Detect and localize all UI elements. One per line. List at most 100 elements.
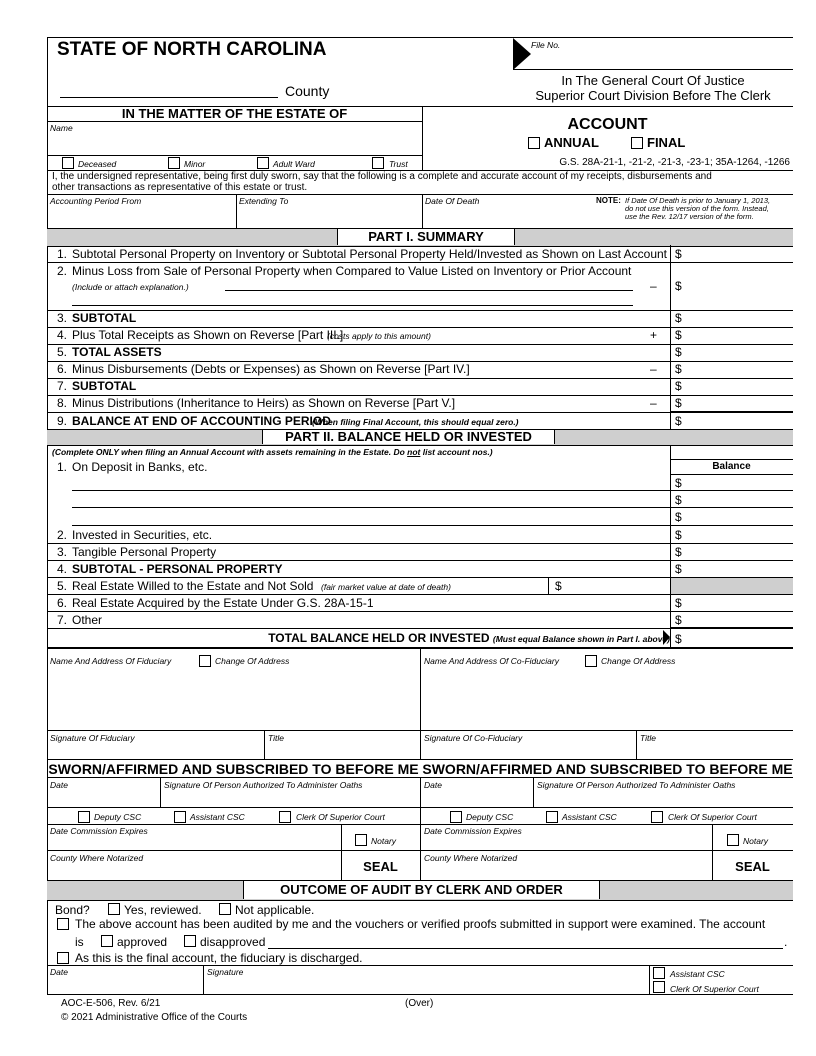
co-change-address-checkbox[interactable] bbox=[585, 655, 597, 667]
county-notarized-label-left: County Where Notarized bbox=[50, 853, 144, 863]
bank-amount-1[interactable]: $ bbox=[675, 476, 682, 490]
p2-row7-text: Other bbox=[72, 613, 103, 627]
clerk-checkbox-left[interactable] bbox=[279, 811, 291, 823]
deputy-csc-label-left: Deputy CSC bbox=[94, 812, 142, 822]
commission-label-right: Date Commission Expires bbox=[424, 826, 522, 836]
p1-row2-text: Minus Loss from Sale of Personal Propert… bbox=[72, 264, 632, 278]
minor-label: Minor bbox=[184, 159, 206, 169]
bank-amount-2[interactable]: $ bbox=[675, 493, 682, 507]
divider bbox=[670, 445, 671, 648]
divider bbox=[47, 262, 793, 263]
deceased-label: Deceased bbox=[78, 159, 117, 169]
divider bbox=[47, 395, 793, 396]
annual-label: ANNUAL bbox=[544, 135, 599, 150]
file-no-field[interactable] bbox=[513, 69, 793, 70]
p2-row4-amount[interactable]: $ bbox=[675, 562, 682, 576]
name-label: Name bbox=[50, 123, 73, 133]
divider bbox=[47, 310, 793, 311]
p1-row7-amount[interactable]: $ bbox=[675, 379, 682, 393]
p1-row4-amount[interactable]: $ bbox=[675, 328, 682, 342]
p1-row3-num: 3. bbox=[57, 311, 68, 325]
trust-checkbox[interactable] bbox=[372, 157, 384, 169]
notary-checkbox-right[interactable] bbox=[727, 834, 739, 846]
final-checkbox[interactable] bbox=[631, 137, 643, 149]
p1-row5-amount[interactable]: $ bbox=[675, 345, 682, 359]
total-balance-amount[interactable]: $ bbox=[675, 632, 682, 646]
p1-row8-text: Minus Distributions (Inheritance to Heir… bbox=[72, 396, 456, 410]
divider bbox=[160, 777, 161, 807]
divider bbox=[548, 577, 549, 594]
p1-row8-sign: – bbox=[650, 396, 657, 410]
balance-header: Balance bbox=[712, 461, 751, 472]
p2-row6-num: 6. bbox=[57, 596, 68, 610]
p2-row6-amount[interactable]: $ bbox=[675, 596, 682, 610]
court-line-2: Superior Court Division Before The Clerk bbox=[535, 88, 771, 103]
disapproved-checkbox[interactable] bbox=[184, 935, 196, 947]
p1-row6-sign: – bbox=[650, 362, 657, 376]
notary-label-left: Notary bbox=[371, 836, 397, 846]
instructions-not: not bbox=[407, 447, 421, 457]
part2-instructions: (Complete ONLY when filing an Annual Acc… bbox=[52, 447, 493, 457]
p1-row6-amount[interactable]: $ bbox=[675, 362, 682, 376]
divider bbox=[47, 170, 793, 171]
p1-row1-num: 1. bbox=[57, 247, 68, 261]
p2-row7-amount[interactable]: $ bbox=[675, 613, 682, 627]
explanation-line-2[interactable] bbox=[72, 305, 633, 306]
assistant-csc-checkbox[interactable] bbox=[653, 967, 665, 979]
p1-row4-note: (costs apply to this amount) bbox=[327, 331, 431, 341]
minor-checkbox[interactable] bbox=[168, 157, 180, 169]
p2-row5-amount[interactable]: $ bbox=[555, 579, 562, 593]
form-top-border bbox=[47, 37, 793, 38]
estate-name-field[interactable] bbox=[48, 133, 421, 155]
deputy-csc-checkbox-left[interactable] bbox=[78, 811, 90, 823]
p2-row3-amount[interactable]: $ bbox=[675, 545, 682, 559]
clerk-superior-court-checkbox[interactable] bbox=[653, 981, 665, 993]
assistant-csc-checkbox-left[interactable] bbox=[174, 811, 186, 823]
p1-row8-num: 8. bbox=[57, 396, 68, 410]
annual-checkbox[interactable] bbox=[528, 137, 540, 149]
divider bbox=[422, 106, 423, 170]
notary-checkbox-left[interactable] bbox=[355, 834, 367, 846]
bond-yes-checkbox[interactable] bbox=[108, 903, 120, 915]
deceased-checkbox[interactable] bbox=[62, 157, 74, 169]
change-address-checkbox[interactable] bbox=[199, 655, 211, 667]
bond-na-label: Not applicable. bbox=[235, 903, 315, 917]
divider bbox=[47, 194, 793, 195]
audited-checkbox[interactable] bbox=[57, 918, 69, 930]
file-no-label: File No. bbox=[531, 40, 561, 50]
explanation-line-1[interactable] bbox=[225, 290, 633, 291]
p1-row2-amount[interactable]: $ bbox=[675, 279, 682, 293]
p2-row2-amount[interactable]: $ bbox=[675, 528, 682, 542]
clerk-checkbox-right[interactable] bbox=[651, 811, 663, 823]
p2-row2-text: Invested in Securities, etc. bbox=[72, 528, 213, 542]
co-fiduciary-signature-label: Signature Of Co-Fiduciary bbox=[424, 733, 523, 743]
bond-na-checkbox[interactable] bbox=[219, 903, 231, 915]
p1-row7-text: SUBTOTAL bbox=[72, 379, 137, 393]
approved-checkbox[interactable] bbox=[101, 935, 113, 947]
audit-signature-label: Signature bbox=[207, 967, 244, 977]
disapproved-reason-field[interactable] bbox=[268, 948, 783, 949]
divider bbox=[47, 577, 793, 578]
p1-row1-amount[interactable]: $ bbox=[675, 247, 682, 261]
divider bbox=[47, 730, 793, 731]
assistant-csc-checkbox-right[interactable] bbox=[546, 811, 558, 823]
period: . bbox=[784, 935, 788, 949]
adult-ward-checkbox[interactable] bbox=[257, 157, 269, 169]
bank-line-1[interactable] bbox=[72, 490, 793, 491]
p1-row9-text: BALANCE AT END OF ACCOUNTING PERIOD bbox=[72, 414, 331, 428]
p1-row3-amount[interactable]: $ bbox=[675, 311, 682, 325]
date-of-death-label: Date Of Death bbox=[425, 196, 480, 206]
bank-line-3[interactable] bbox=[72, 525, 793, 526]
bank-line-2[interactable] bbox=[72, 507, 793, 508]
assistant-csc-label: Assistant CSC bbox=[670, 969, 725, 979]
county-field[interactable] bbox=[60, 97, 278, 98]
deputy-csc-checkbox-right[interactable] bbox=[450, 811, 462, 823]
bank-amount-3[interactable]: $ bbox=[675, 510, 682, 524]
p1-row8-amount[interactable]: $ bbox=[675, 396, 682, 410]
p2-row5-note: (fair market value at date of death) bbox=[321, 582, 451, 592]
p2-row5-num: 5. bbox=[57, 579, 68, 593]
p1-row9-note: (When filing Final Account, this should … bbox=[312, 417, 519, 427]
final-discharge-checkbox[interactable] bbox=[57, 952, 69, 964]
p1-row9-amount[interactable]: $ bbox=[675, 414, 682, 428]
p1-row6-text: Minus Disbursements (Debts or Expenses) … bbox=[72, 362, 470, 376]
